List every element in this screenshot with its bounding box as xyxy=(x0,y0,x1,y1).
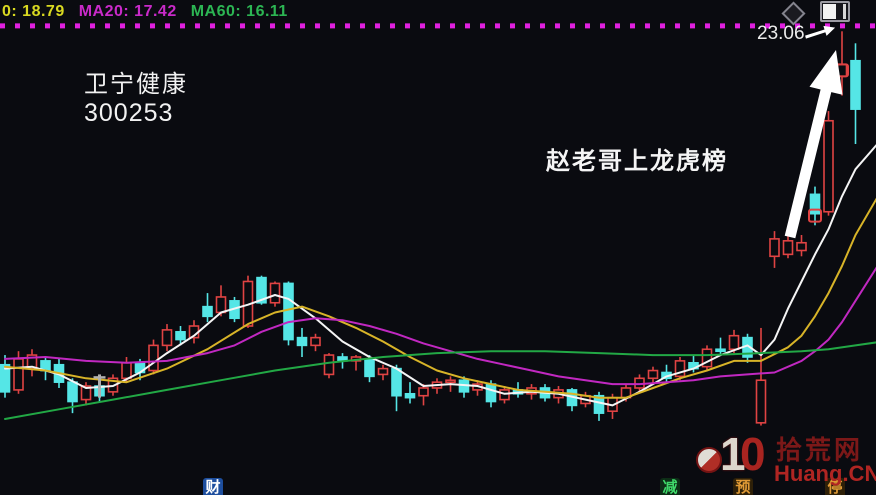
layout-icon-fill xyxy=(823,4,836,19)
indicator-readout: 0: 18.79 MA20: 17.42 MA60: 16.11 xyxy=(2,3,302,21)
ma-line-ma60 xyxy=(4,341,876,420)
annotation-text: 赵老哥上龙虎榜 xyxy=(546,148,728,175)
candle-body xyxy=(769,238,780,258)
candle-body xyxy=(823,119,834,213)
candle-body xyxy=(445,379,456,384)
candle-body xyxy=(796,241,807,252)
big-up-arrow xyxy=(784,50,843,239)
candle-body xyxy=(364,358,375,378)
candle-body xyxy=(202,305,213,318)
candle-body xyxy=(809,193,821,215)
watermark-site-name: 拾荒网 xyxy=(776,435,864,465)
candle-body xyxy=(404,392,416,399)
candle-body xyxy=(296,336,308,347)
candle-body xyxy=(175,331,186,341)
event-tag[interactable]: 停 xyxy=(825,478,845,495)
candle-body xyxy=(256,276,267,304)
peak-price-label: 23.06 xyxy=(757,23,805,44)
event-tag[interactable]: 预 xyxy=(733,478,753,495)
candle-body xyxy=(310,336,321,347)
candle-body xyxy=(283,282,294,341)
ma-line-ma10 xyxy=(4,197,876,399)
candle-body xyxy=(0,363,11,393)
stock-code: 300253 xyxy=(84,99,174,127)
ma-line-ma20 xyxy=(4,266,876,386)
candle-body xyxy=(701,348,713,368)
buy-point-marker xyxy=(808,208,822,223)
stock-name: 卫宁健康 xyxy=(84,71,188,98)
watermark-site-domain: Huang.CN xyxy=(774,461,876,486)
candle-body xyxy=(850,59,861,110)
watermark-digit-0: 0 xyxy=(740,428,766,480)
candle-body xyxy=(215,296,227,314)
candle-body xyxy=(647,369,659,380)
candle-body xyxy=(674,360,686,378)
candle-body xyxy=(715,348,726,353)
event-tag[interactable]: 财 xyxy=(203,478,223,495)
indicator-ma20: MA20: 17.42 xyxy=(78,3,177,20)
peak-pointer-arrow xyxy=(805,25,836,39)
event-tag[interactable]: 减 xyxy=(660,478,680,495)
candle-body xyxy=(121,361,132,380)
indicator-ma0: 0: 18.79 xyxy=(2,3,65,20)
watermark-digit-1: 1 xyxy=(720,428,746,480)
candle-body xyxy=(269,282,281,304)
candle-body xyxy=(377,367,389,376)
candle-body xyxy=(782,240,794,256)
candle-body xyxy=(755,379,767,424)
indicator-ma60: MA60: 16.11 xyxy=(190,3,288,20)
layout-icon-bar xyxy=(843,4,846,19)
watermark-logo-icon xyxy=(696,447,722,473)
candle-body xyxy=(323,354,335,376)
candle-body xyxy=(391,367,402,397)
candle-body xyxy=(13,358,24,391)
candle-body xyxy=(161,329,173,347)
ma-line-ma5 xyxy=(4,144,876,407)
candle-body xyxy=(728,334,740,351)
candle-body xyxy=(148,344,159,372)
watermark: 1 0 拾荒网 Huang.CN xyxy=(684,428,876,495)
candle-body xyxy=(418,387,429,397)
layout-icon[interactable] xyxy=(820,1,850,22)
candle-body xyxy=(485,383,497,403)
candle-body xyxy=(67,381,78,403)
candle-body xyxy=(80,385,92,401)
